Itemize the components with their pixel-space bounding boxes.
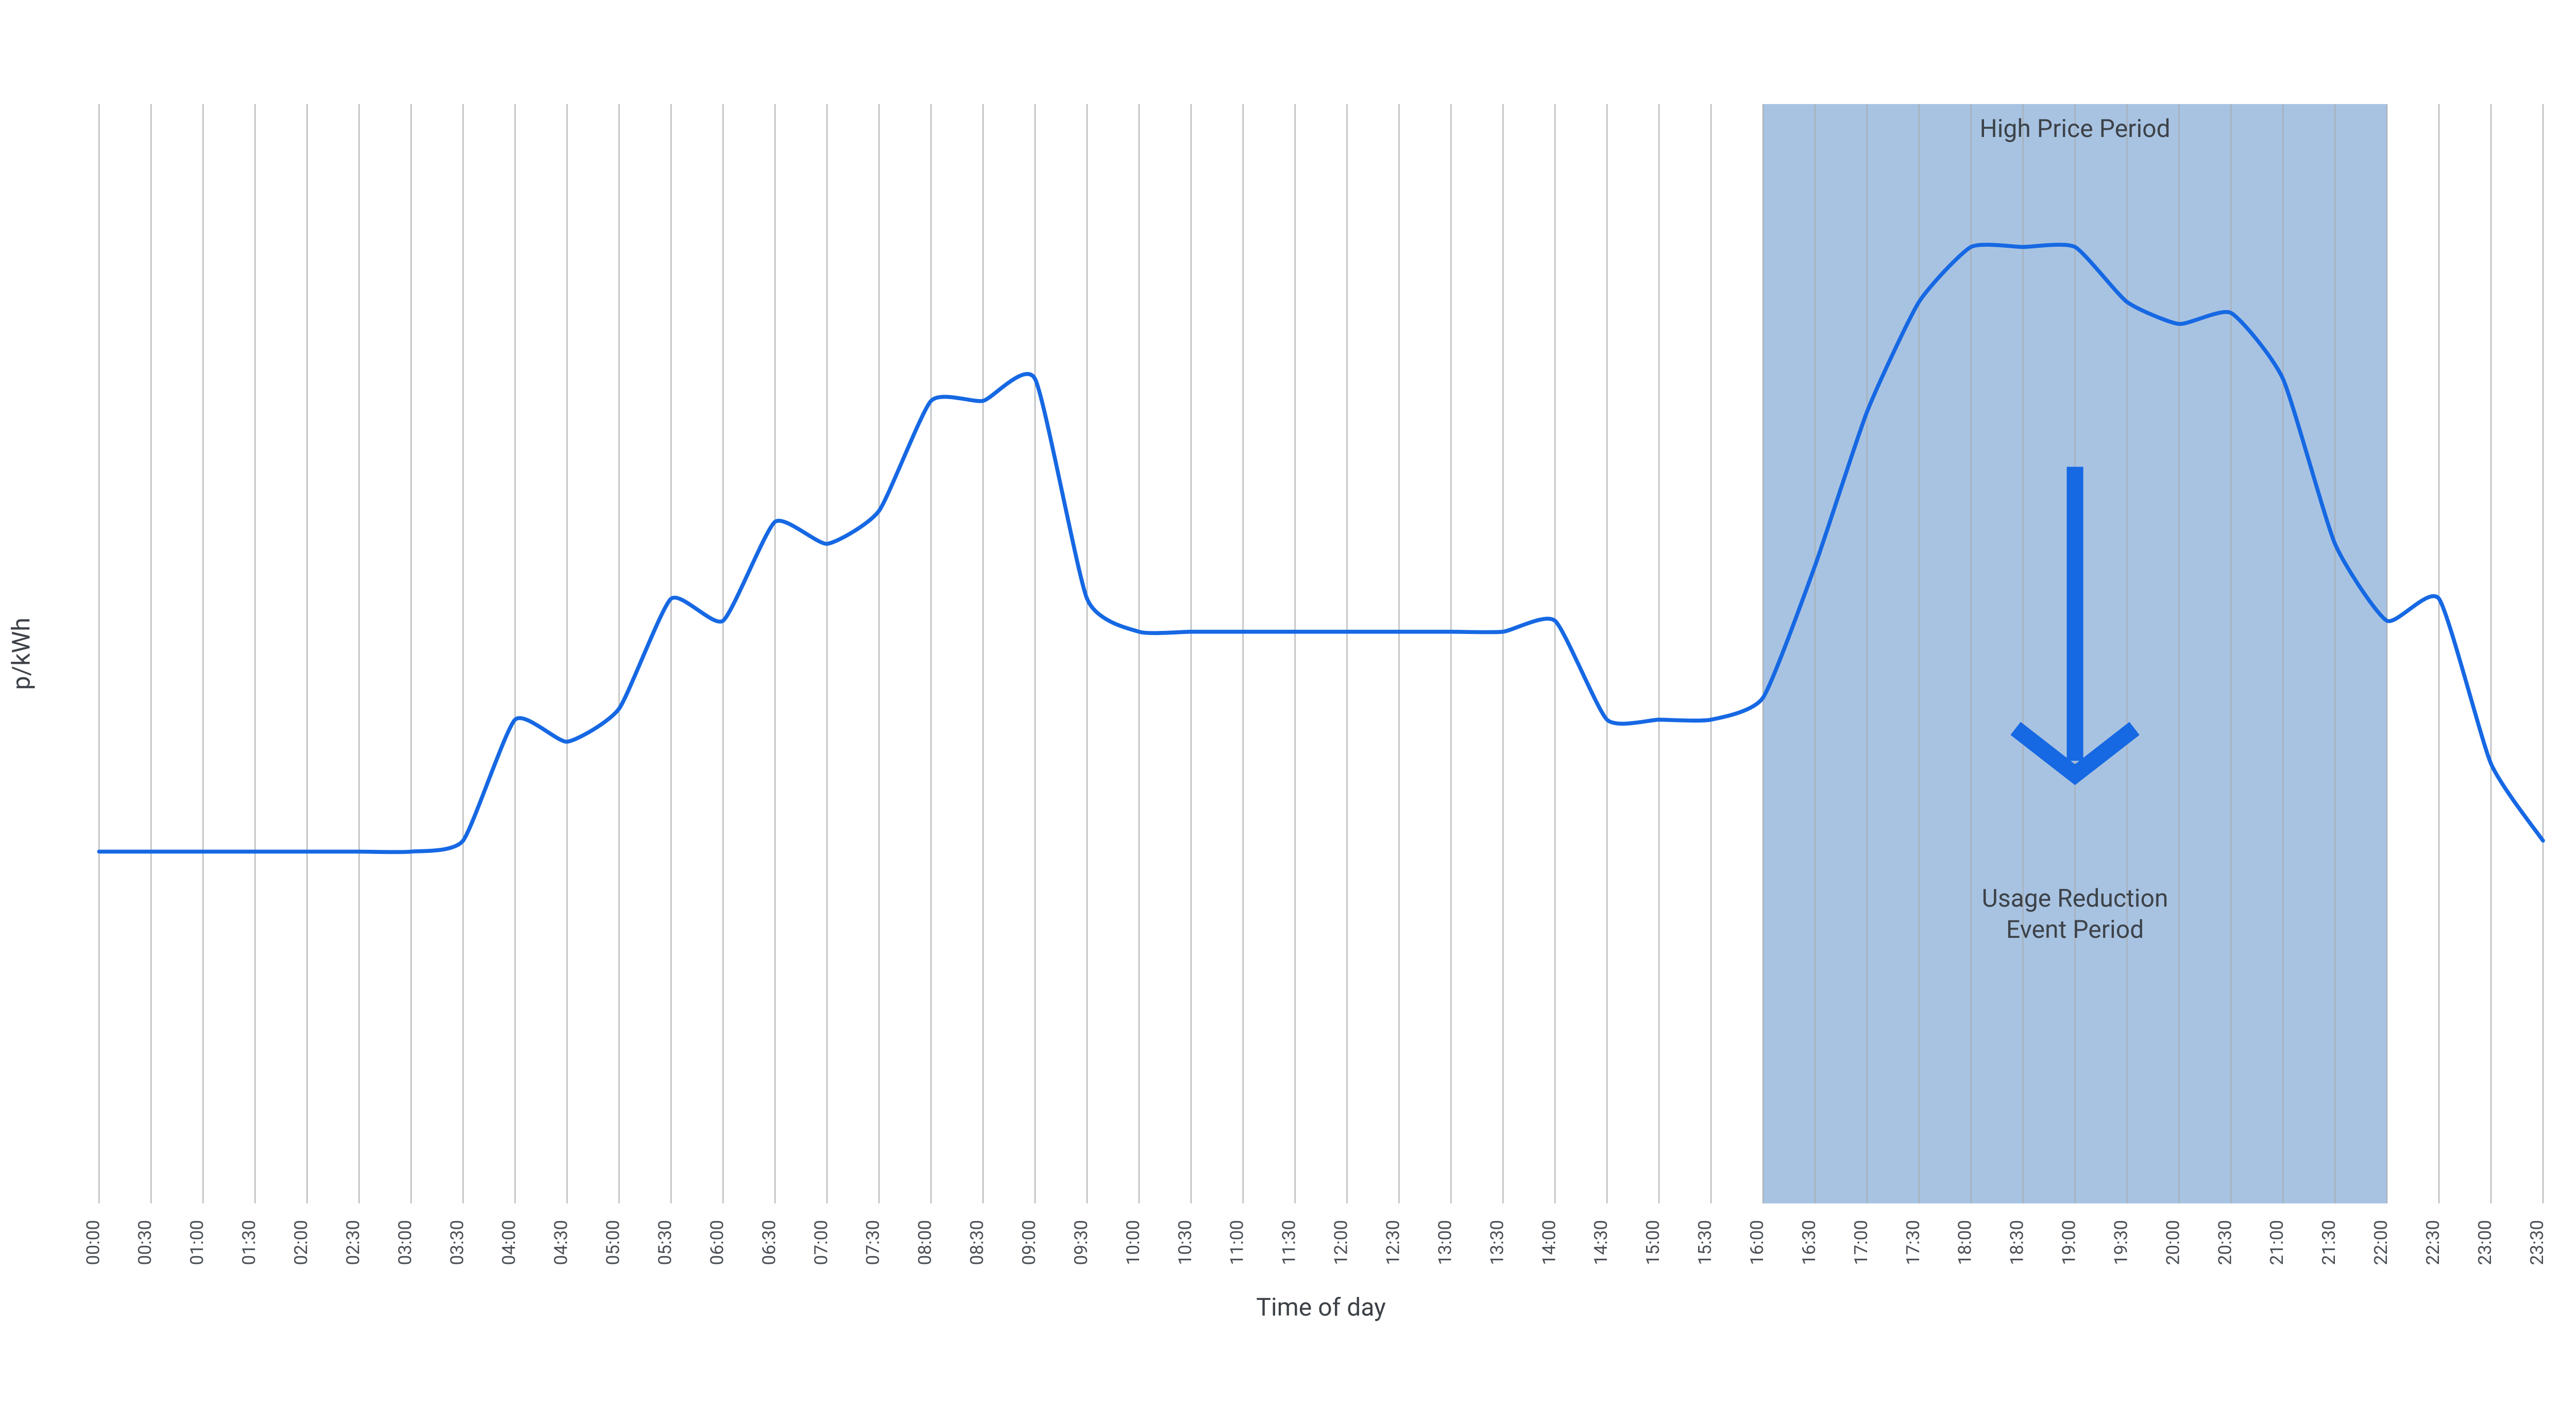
x-tick-label: 23:30 xyxy=(2526,1220,2548,1265)
x-tick-label: 21:00 xyxy=(2266,1220,2287,1265)
x-tick-label: 13:30 xyxy=(1486,1220,1507,1265)
x-tick-label: 09:00 xyxy=(1018,1220,1040,1265)
x-tick-label: 03:30 xyxy=(446,1220,468,1265)
high-price-label: High Price Period xyxy=(1979,114,2170,143)
x-tick-label: 17:30 xyxy=(1902,1220,1924,1265)
x-tick-label: 11:30 xyxy=(1278,1220,1300,1265)
x-tick-label: 11:00 xyxy=(1226,1220,1248,1265)
chart-svg: 00:00 00:30 01:00 01:30 02:00 02:30 03:00 03:30… xyxy=(0,0,2576,1423)
x-tick-label: 17:00 xyxy=(1850,1220,1872,1265)
x-tick-label: 14:30 xyxy=(1590,1220,1612,1265)
x-tick-label: 03:00 xyxy=(394,1220,416,1265)
x-tick-label: 21:30 xyxy=(2318,1220,2340,1265)
x-tick-label: 00:00 xyxy=(82,1220,104,1265)
x-tick-label: 14:00 xyxy=(1538,1220,1560,1265)
usage-reduction-label-line1: Usage Reduction xyxy=(1982,883,2168,913)
x-tick-label: 05:00 xyxy=(602,1220,624,1265)
x-tick-label: 15:00 xyxy=(1642,1220,1664,1265)
y-axis-title: p/kWh xyxy=(7,618,36,690)
price-chart: p/kWh Time of day High Price Period Usag… xyxy=(0,0,2576,1423)
x-tick-label: 10:30 xyxy=(1174,1220,1196,1265)
x-tick-label: 18:00 xyxy=(1954,1220,1976,1265)
x-tick-label: 12:30 xyxy=(1382,1220,1403,1265)
x-tick-label: 19:30 xyxy=(2110,1220,2131,1265)
x-axis-title: Time of day xyxy=(1256,1293,1386,1322)
x-tick-label: 07:00 xyxy=(810,1220,832,1265)
x-tick-label: 06:00 xyxy=(706,1220,727,1265)
x-tick-label: 19:00 xyxy=(2058,1220,2080,1265)
x-tick-label: 01:30 xyxy=(238,1220,260,1265)
x-tick-label: 04:30 xyxy=(550,1220,572,1265)
x-tick-label: 02:00 xyxy=(290,1220,312,1265)
usage-reduction-label-line2: Event Period xyxy=(2006,915,2144,944)
x-tick-label: 08:30 xyxy=(966,1220,988,1265)
x-tick-label: 06:30 xyxy=(758,1220,779,1265)
x-tick-label: 00:30 xyxy=(134,1220,156,1265)
x-tick-label: 12:00 xyxy=(1330,1220,1352,1265)
x-tick-label: 20:30 xyxy=(2214,1220,2235,1265)
x-tick-label: 10:00 xyxy=(1122,1220,1144,1265)
x-tick-label: 09:30 xyxy=(1070,1220,1092,1265)
x-tick-label: 02:30 xyxy=(342,1220,364,1265)
x-tick-label: 20:00 xyxy=(2162,1220,2183,1265)
x-tick-label: 18:30 xyxy=(2006,1220,2028,1265)
x-tick-label: 16:30 xyxy=(1798,1220,1820,1265)
x-tick-label: 07:30 xyxy=(862,1220,884,1265)
x-tick-label: 04:00 xyxy=(498,1220,520,1265)
x-tick-label: 08:00 xyxy=(914,1220,936,1265)
x-tick-label: 13:00 xyxy=(1434,1220,1455,1265)
x-tick-label: 23:00 xyxy=(2474,1220,2496,1265)
x-tick-label: 01:00 xyxy=(186,1220,208,1265)
x-tick-label: 16:00 xyxy=(1746,1220,1768,1265)
x-tick-label: 15:30 xyxy=(1694,1220,1716,1265)
x-tick-label: 05:30 xyxy=(654,1220,676,1265)
x-tick-label: 22:30 xyxy=(2422,1220,2444,1265)
x-tick-label: 22:00 xyxy=(2370,1220,2392,1265)
